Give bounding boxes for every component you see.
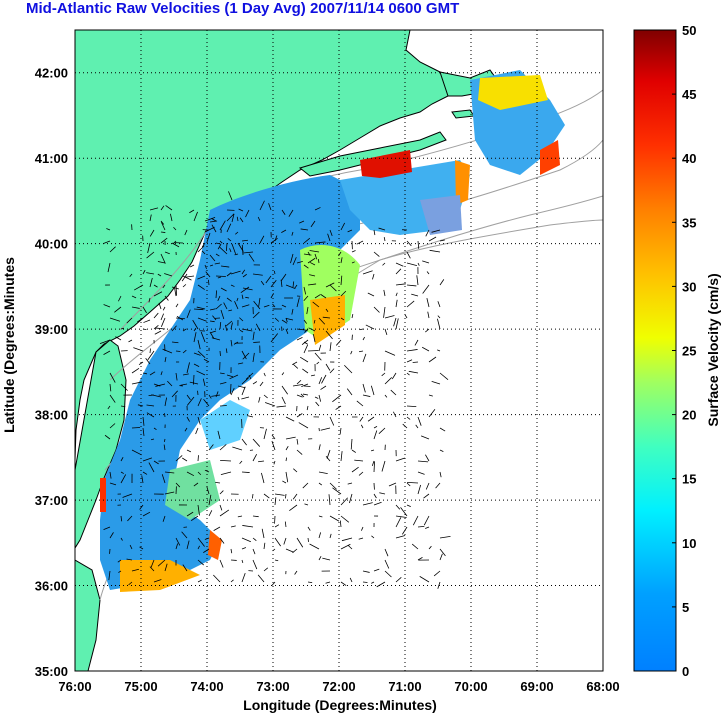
- x-tick-label: 70:00: [454, 679, 487, 694]
- velocity-arrows: [99, 191, 451, 589]
- colorbar-tick-label: 45: [682, 87, 696, 102]
- colorbar-tick-label: 50: [682, 23, 696, 38]
- colorbar-tick-label: 30: [682, 279, 696, 294]
- x-tick-label: 73:00: [256, 679, 289, 694]
- x-tick-label: 71:00: [388, 679, 421, 694]
- colorbar-label: Surface Velocity (cm/s): [705, 273, 721, 426]
- y-tick-label: 39:00: [35, 322, 68, 337]
- colorbar-tick-label: 5: [682, 600, 689, 615]
- x-tick-label: 75:00: [124, 679, 157, 694]
- x-tick-label: 76:00: [58, 679, 91, 694]
- colorbar-tick-label: 40: [682, 151, 696, 166]
- colorbar-tick-label: 0: [682, 664, 689, 679]
- x-axis-ticks: 76:00 75:00 74:00 73:00 72:00 71:00 70:00 69:00…: [58, 679, 619, 694]
- colorbar-tick-label: 35: [682, 215, 696, 230]
- y-axis-ticks: 42:00 41:00 40:00 39:00 38:00 37:00 36:00 35:00: [35, 66, 68, 679]
- velocity-field: [99, 70, 565, 592]
- southern-coast: [75, 559, 101, 671]
- map-title: Mid-Atlantic Raw Velocities (1 Day Avg) …: [26, 0, 460, 17]
- colorbar-tick-label: 15: [682, 472, 696, 487]
- y-tick-label: 41:00: [35, 151, 68, 166]
- y-tick-label: 37:00: [35, 493, 68, 508]
- plot-frame: [74, 29, 604, 672]
- y-tick-label: 35:00: [35, 664, 68, 679]
- y-tick-label: 38:00: [35, 408, 68, 423]
- y-axis-label: Latitude (Degrees:Minutes: [1, 257, 17, 433]
- y-tick-label: 42:00: [35, 66, 68, 81]
- grid-lines: [75, 30, 603, 671]
- x-tick-label: 69:00: [520, 679, 553, 694]
- colorbar-tick-label: 20: [682, 408, 696, 423]
- x-tick-label: 74:00: [190, 679, 223, 694]
- y-tick-label: 40:00: [35, 237, 68, 252]
- y-tick-label: 36:00: [35, 579, 68, 594]
- x-tick-label: 72:00: [322, 679, 355, 694]
- x-tick-label: 68:00: [586, 679, 619, 694]
- colorbar-tick-label: 10: [682, 536, 696, 551]
- long-island: [298, 131, 447, 177]
- colorbar-tick-label: 25: [682, 344, 696, 359]
- colorbar: [633, 29, 677, 672]
- x-axis-label: Longitude (Degrees:Minutes): [243, 697, 437, 713]
